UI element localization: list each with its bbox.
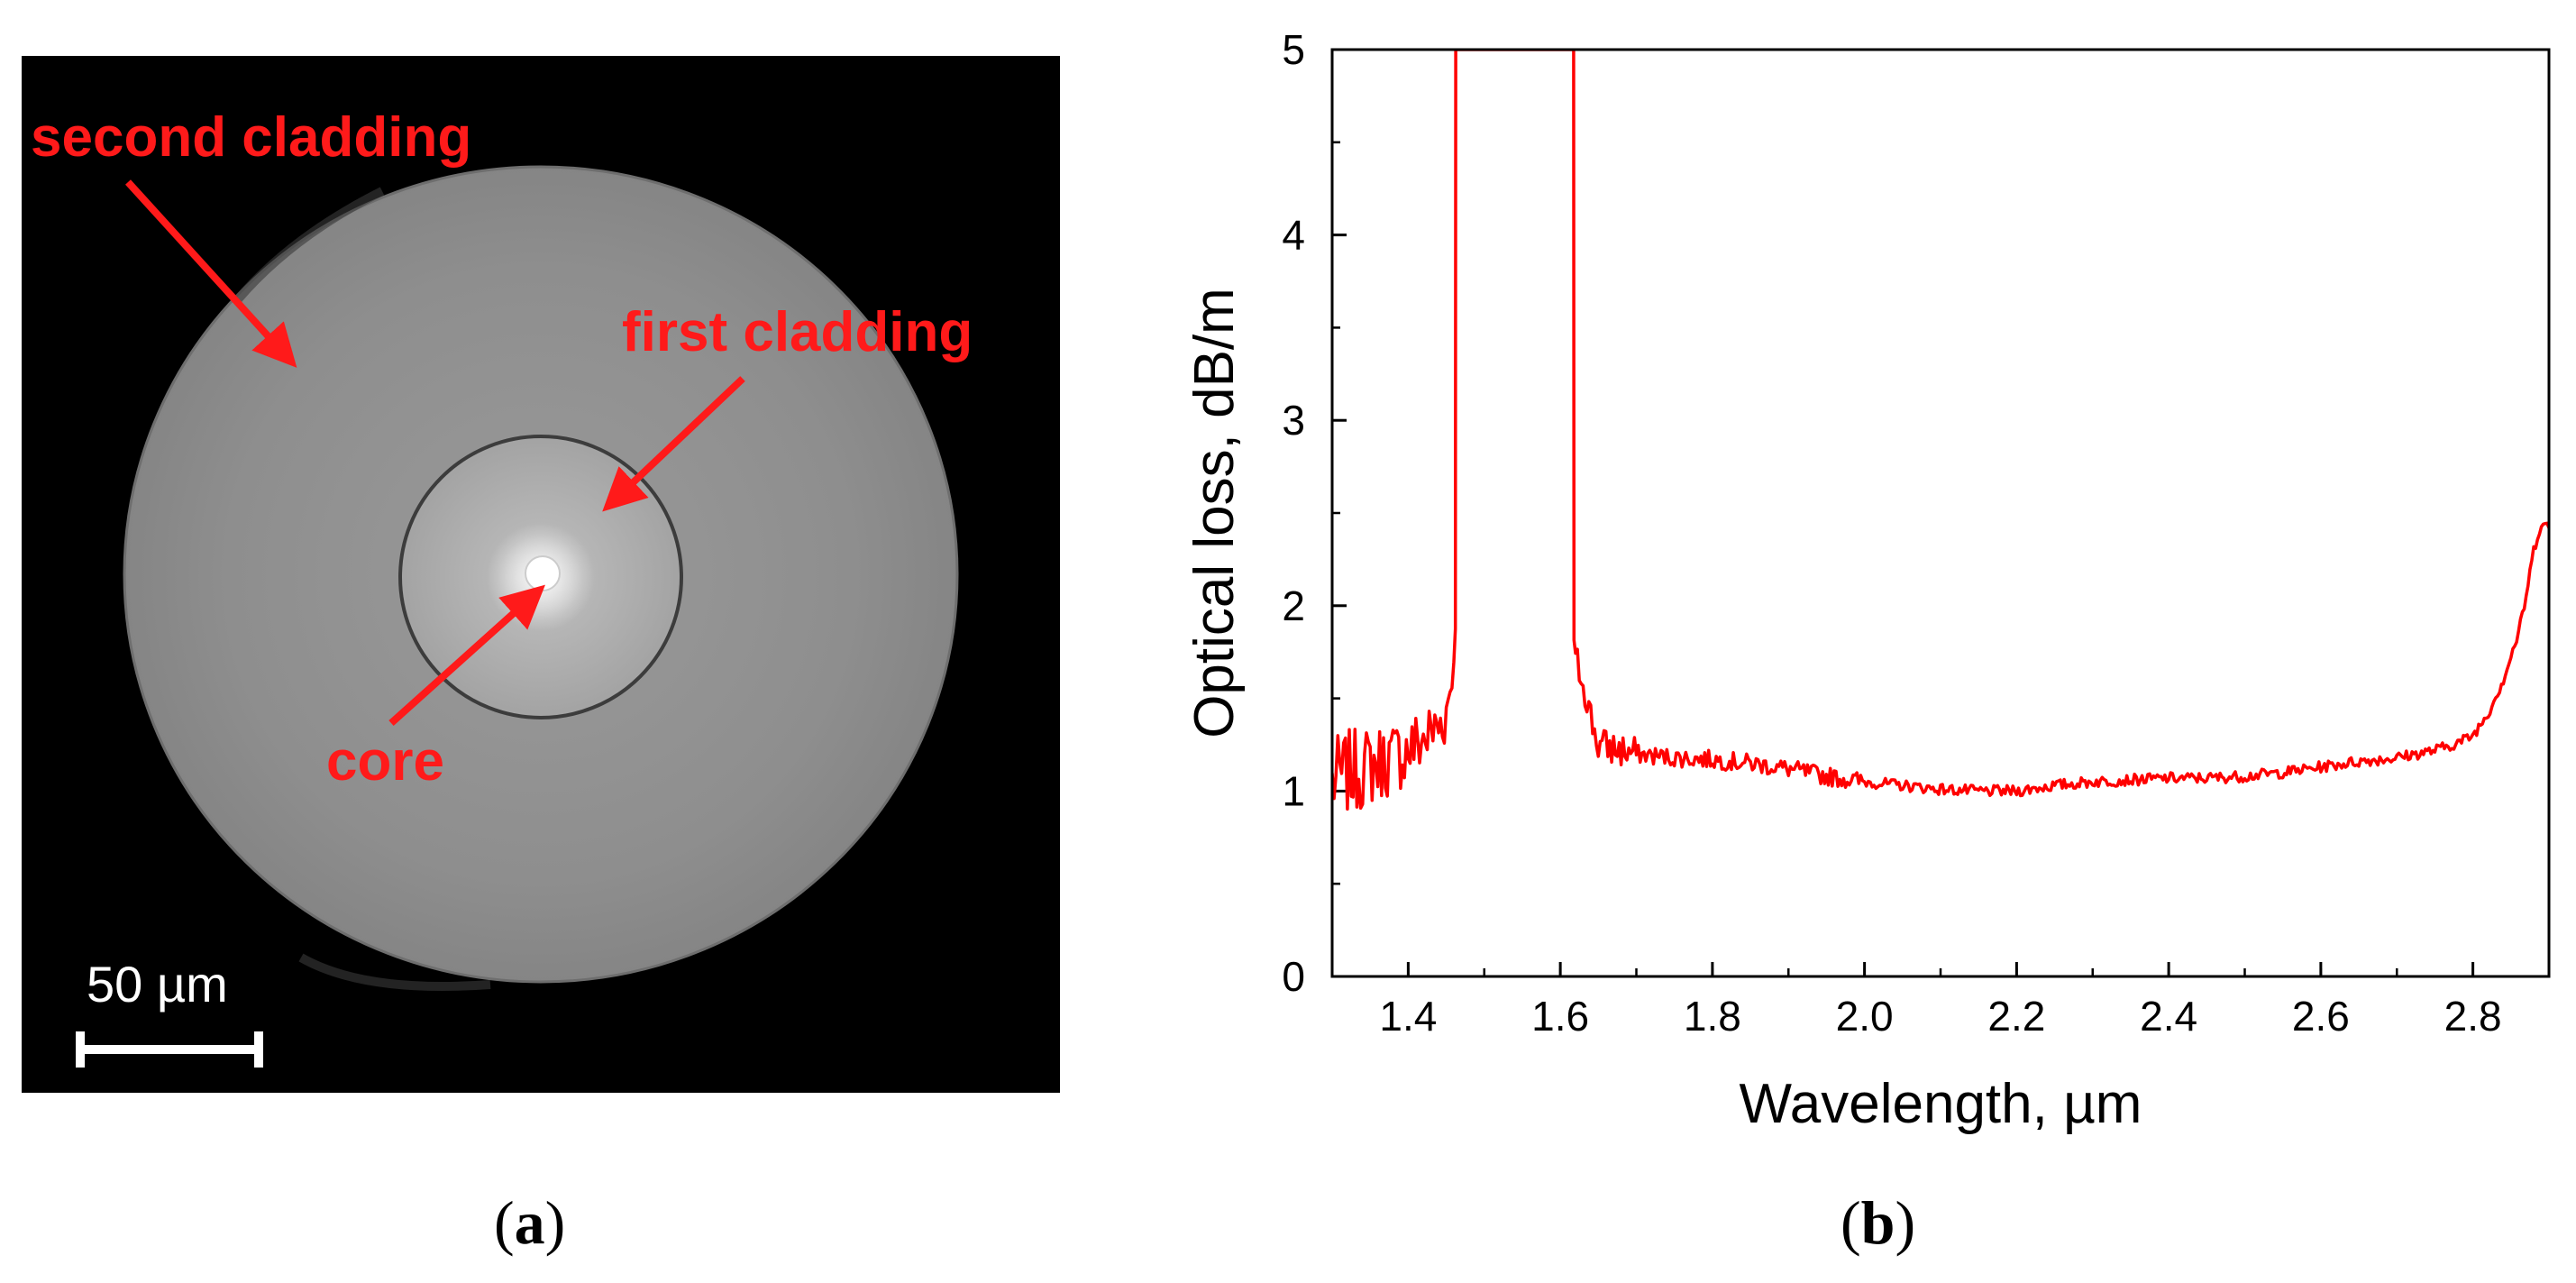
x-tick-label: 2.0 [1836, 993, 1894, 1040]
panel-b-caption: (b) [1841, 1192, 1915, 1253]
x-tick-label: 2.2 [1987, 993, 2045, 1040]
scale-bar [76, 1031, 263, 1068]
second-cladding-arrow [125, 179, 297, 368]
caption-a-open: ( [494, 1188, 515, 1257]
caption-b-letter: b [1860, 1188, 1895, 1257]
optical-loss-chart-panel: 1.4 1.6 1.8 2.0 2.2 2.4 2.6 2.8 0 1 2 3 4 5 Wavelengt… [1163, 0, 2576, 1163]
x-tick-label: 2.6 [2292, 993, 2350, 1040]
cladding-edge-damage [234, 187, 491, 991]
fiber-micrograph-panel: second cladding first cladding core 50 µ… [22, 56, 1060, 1093]
x-axis-title: Wavelength, µm [1740, 1073, 2142, 1135]
x-tick-label: 2.4 [2140, 993, 2197, 1040]
x-tick-label: 1.4 [1379, 993, 1437, 1040]
first-cladding-label: first cladding [622, 301, 973, 363]
y-tick-label: 0 [1282, 953, 1305, 1000]
scale-bar-label: 50 µm [87, 956, 228, 1013]
tick-labels: 1.4 1.6 1.8 2.0 2.2 2.4 2.6 2.8 0 1 2 3 4 5 [1282, 26, 2501, 1040]
fiber-micrograph [76, 165, 959, 1068]
first-cladding-arrow [602, 376, 745, 512]
y-tick-label: 2 [1282, 582, 1305, 629]
caption-a-letter: a [514, 1188, 545, 1257]
panel-a-caption: (a) [494, 1192, 565, 1253]
core-disk [525, 555, 561, 591]
caption-b-open: ( [1841, 1188, 1861, 1257]
y-tick-label: 3 [1282, 397, 1305, 444]
x-tick-label: 1.8 [1684, 993, 1741, 1040]
axis-ticks [1330, 48, 2551, 978]
y-axis-title: Optical loss, dB/m [1183, 288, 1246, 738]
y-tick-label: 1 [1282, 767, 1305, 814]
second-cladding-label: second cladding [31, 106, 472, 169]
core-arrow [388, 584, 545, 726]
optical-loss-series-line [1332, 50, 2549, 811]
caption-a-close: ) [544, 1188, 566, 1257]
optical-loss-chart: 1.4 1.6 1.8 2.0 2.2 2.4 2.6 2.8 0 1 2 3 4 5 Wavelengt… [1183, 26, 2551, 1135]
y-tick-label: 4 [1282, 212, 1305, 259]
core-label: core [326, 730, 444, 793]
x-tick-label: 1.6 [1531, 993, 1589, 1040]
caption-b-close: ) [1895, 1188, 1916, 1257]
x-tick-label: 2.8 [2444, 993, 2502, 1040]
plot-area-frame [1330, 48, 2551, 978]
y-tick-label: 5 [1282, 26, 1305, 73]
